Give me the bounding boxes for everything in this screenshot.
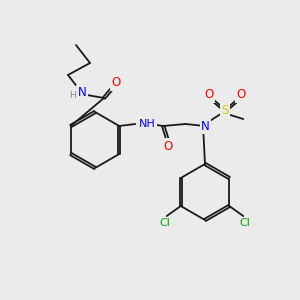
Text: O: O (111, 76, 121, 89)
Text: O: O (237, 88, 246, 101)
Text: S: S (222, 103, 229, 116)
Text: H: H (70, 91, 76, 100)
Text: N: N (201, 119, 210, 133)
Text: Cl: Cl (159, 218, 170, 228)
Text: O: O (164, 140, 173, 152)
Text: NH: NH (139, 119, 156, 129)
Text: O: O (205, 88, 214, 101)
Text: N: N (78, 86, 86, 100)
Text: Cl: Cl (240, 218, 251, 228)
